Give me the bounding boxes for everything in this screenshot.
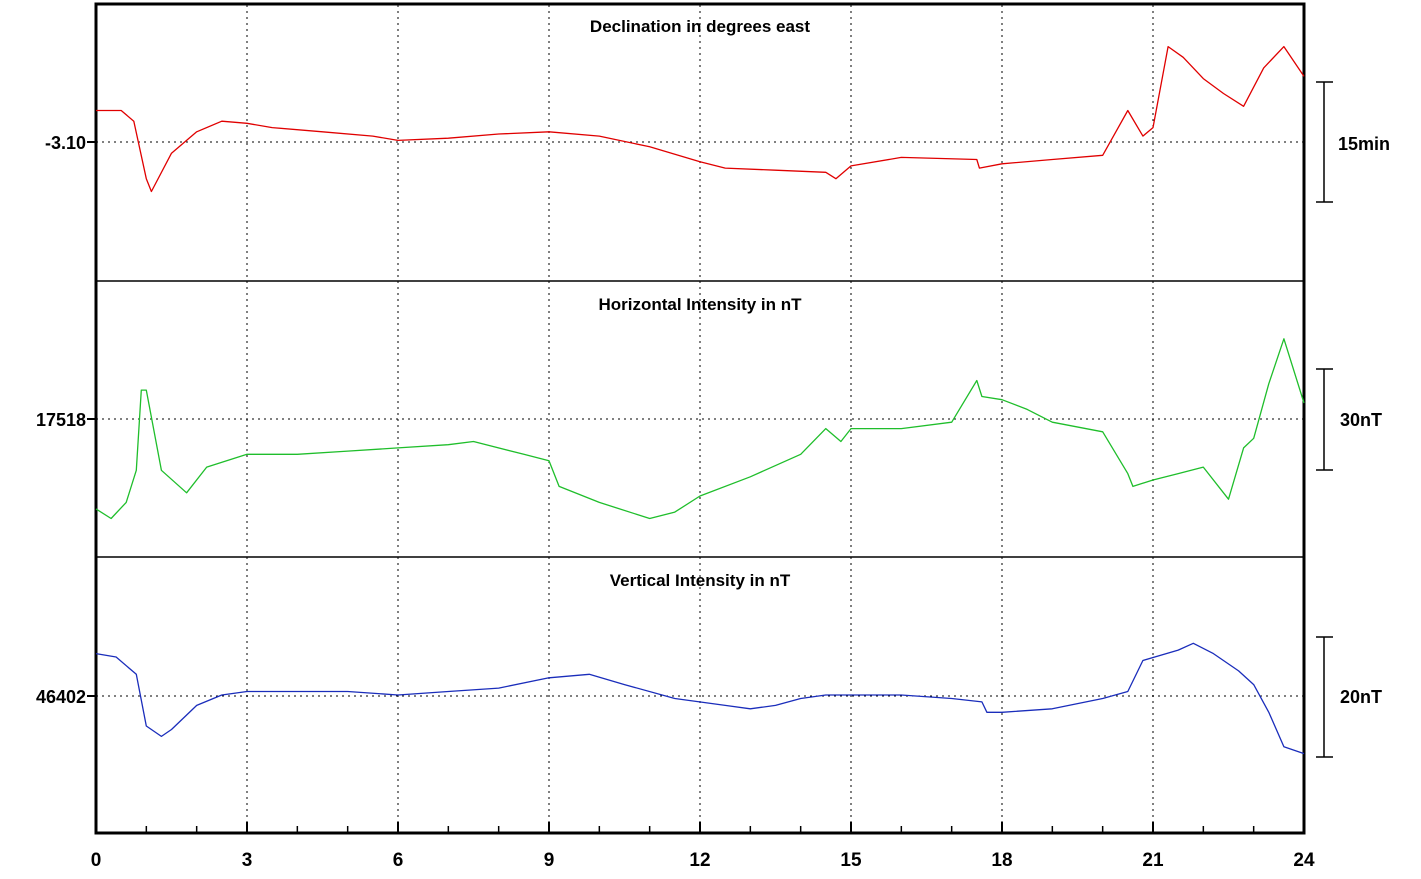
panel-title-vertical: Vertical Intensity in nT xyxy=(610,571,791,590)
x-tick-label: 15 xyxy=(840,850,862,871)
baseline-label-declination: -3.10 xyxy=(45,133,86,153)
x-tick-label: 6 xyxy=(393,850,404,871)
series-line xyxy=(96,45,1305,193)
plot-frame xyxy=(94,2,1306,835)
series-layer xyxy=(95,45,1305,755)
x-tick-label: 0 xyxy=(91,850,102,871)
baseline-label-vertical: 46402 xyxy=(36,687,86,707)
baseline-label-horizontal: 17518 xyxy=(36,410,86,430)
scale-label-horizontal: 30nT xyxy=(1340,410,1382,430)
series-line xyxy=(95,642,1305,755)
scale-bar-horizontal xyxy=(1316,368,1333,471)
x-tick-label: 3 xyxy=(242,850,253,871)
x-tick-label: 18 xyxy=(991,850,1012,871)
series-line xyxy=(95,338,1305,520)
baseline-grid xyxy=(87,141,1304,697)
x-tick-label: 9 xyxy=(544,850,555,871)
scale-bar-vertical xyxy=(1316,636,1333,758)
panel-title-declination: Declination in degrees east xyxy=(590,17,810,36)
x-axis-ticks: 0 3 6 9 12 15 18 21 24 xyxy=(91,822,1315,871)
x-tick-label: 24 xyxy=(1293,850,1315,871)
x-tick-label: 21 xyxy=(1142,850,1164,871)
scale-label-vertical: 20nT xyxy=(1340,687,1382,707)
scale-label-declination: 15min xyxy=(1338,134,1390,154)
scale-bar-declination xyxy=(1316,81,1333,203)
x-tick-label: 12 xyxy=(689,850,710,871)
panel-title-horizontal: Horizontal Intensity in nT xyxy=(598,295,802,314)
